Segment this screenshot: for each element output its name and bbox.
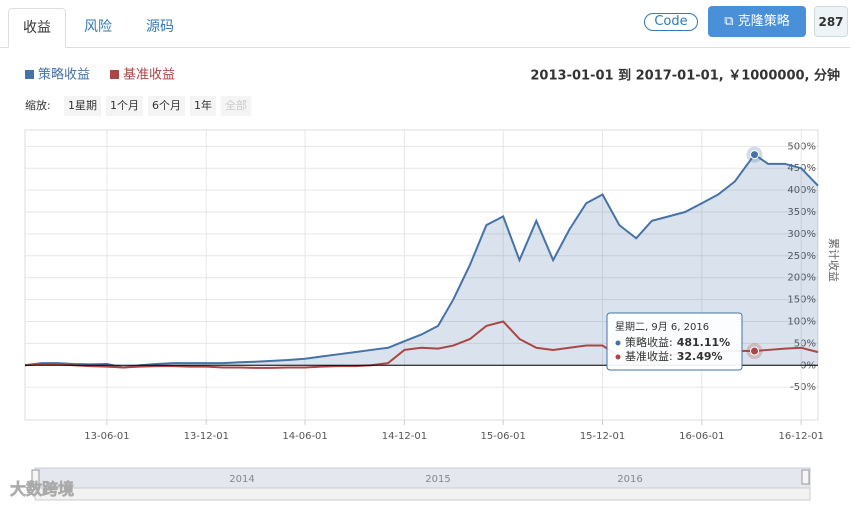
tooltip-label: 基准收益:	[625, 349, 673, 363]
nav-label: 2016	[617, 474, 642, 485]
navigator[interactable]	[34, 467, 811, 489]
tooltip-value: 481.11%	[677, 336, 730, 349]
count-badge: 287	[814, 6, 848, 37]
tab-bar: 收益 风险 源码 Code ⧉ 克隆策略 287	[0, 0, 850, 48]
x-tick-label: 13-12-01	[184, 431, 229, 442]
zoom-label: 缩放:	[25, 98, 51, 112]
zoom-button-label: 1个月	[110, 99, 139, 112]
watermark: 大数跨境	[10, 480, 74, 499]
zoom-button-label: 1年	[194, 98, 212, 112]
nav-label: 2015	[425, 474, 450, 485]
series-line	[24, 153, 819, 369]
x-tick-label: 15-12-01	[580, 431, 625, 442]
x-tick-label: 15-06-01	[480, 431, 525, 442]
tooltip-value: 32.49%	[677, 350, 723, 363]
legend-swatch	[110, 70, 120, 79]
zoom-button-label: 6个月	[152, 99, 181, 112]
scrollbar[interactable]	[34, 487, 811, 501]
x-tick-label: 13-06-01	[84, 431, 129, 442]
hover-marker	[749, 150, 759, 160]
range-info: 2013-01-01 到 2017-01-01, ￥1000000, 分钟	[530, 68, 840, 84]
y-tick-label: -50%	[790, 382, 816, 393]
y-axis-title: 累计收益	[827, 238, 841, 282]
legend-label: 策略收益	[38, 67, 90, 83]
zoom-buttons: 1星期 1个月 6个月 1年 全部	[64, 96, 251, 116]
y-tick-label: 300%	[787, 229, 816, 240]
y-tick-label: 150%	[787, 295, 816, 306]
y-tick-label: 50%	[794, 338, 816, 349]
x-tick-label: 14-06-01	[282, 431, 327, 442]
x-tick-label: 14-12-01	[382, 431, 427, 442]
zoom-button[interactable]	[64, 96, 101, 116]
y-tick-label: 400%	[787, 185, 816, 196]
zoom-button-label: 全部	[225, 98, 247, 112]
y-tick-label: 200%	[787, 273, 816, 284]
zoom-button	[221, 96, 251, 116]
clone-button[interactable]: ⧉ 克隆策略	[708, 6, 806, 37]
tooltip-date: 星期二, 9月 6, 2016	[615, 321, 709, 333]
y-tick-label: 250%	[787, 251, 816, 262]
code-button[interactable]: Code	[644, 13, 698, 31]
tooltip-dot	[615, 340, 621, 346]
tooltip-dot	[615, 354, 621, 360]
clone-text: 克隆策略	[737, 14, 790, 29]
tooltip: 星期二, 9月 6, 2016 策略收益: 481.11% 基准收益: 32.49%	[606, 312, 743, 371]
x-tick-label: 16-06-01	[679, 431, 724, 442]
legend-swatch	[25, 70, 34, 79]
nav-handle[interactable]	[31, 469, 40, 485]
x-tick-label: 16-12-01	[778, 431, 823, 442]
y-tick-label: 100%	[787, 316, 816, 327]
zoom-button-label: 1星期	[68, 99, 97, 112]
tab[interactable]: 风险	[84, 19, 112, 35]
hover-marker	[749, 346, 759, 356]
zoom-button[interactable]	[148, 96, 185, 116]
y-tick-label: 350%	[787, 207, 816, 218]
legend-label: 基准收益	[123, 68, 175, 83]
tab[interactable]: 源码	[146, 19, 174, 35]
tooltip-label: 策略收益:	[625, 335, 673, 349]
zoom-button[interactable]	[190, 96, 216, 116]
legend: 策略收益 基准收益	[25, 67, 175, 83]
tab[interactable]: 收益	[8, 8, 66, 48]
y-tick-label: 500%	[787, 141, 816, 152]
clone-label: ⧉	[724, 14, 738, 29]
nav-handle[interactable]	[801, 469, 810, 485]
nav-label: 2014	[229, 474, 254, 485]
zoom-button[interactable]	[106, 96, 143, 116]
tooltip-box	[606, 312, 743, 371]
plot-area	[24, 129, 819, 421]
